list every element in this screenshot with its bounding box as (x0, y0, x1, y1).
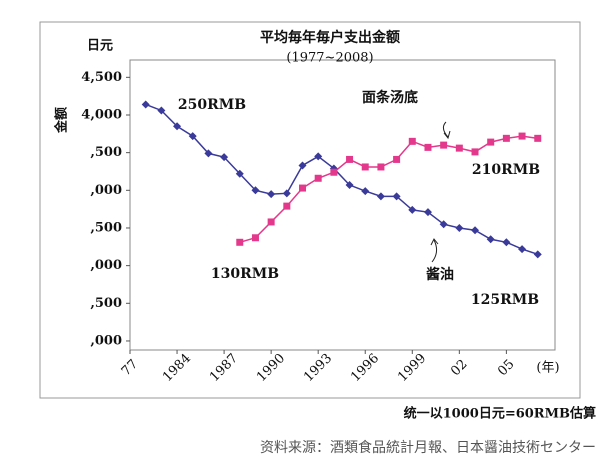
marker (533, 250, 542, 259)
source: 资料来源：酒類食品統計月報、日本醤油技術センター (260, 439, 596, 456)
marker (440, 141, 448, 149)
marker (502, 134, 510, 142)
marker (188, 132, 197, 141)
annotation: 250RMB (178, 97, 246, 113)
y-axis-label: 金额 (54, 107, 70, 134)
series-line (145, 103, 538, 256)
x-tick-label: 1999 (395, 351, 429, 385)
marker (283, 202, 291, 210)
marker (251, 186, 260, 195)
y-tick-label: ,000 (90, 258, 122, 273)
series-label: 酱油 (426, 266, 454, 283)
x-tick-label: 05 (495, 357, 517, 379)
series-label: 面条汤底 (362, 89, 418, 106)
marker (220, 153, 229, 162)
marker (330, 168, 338, 176)
marker (408, 137, 416, 145)
marker (455, 144, 463, 152)
marker (377, 163, 385, 171)
marker (455, 223, 464, 232)
marker (487, 138, 495, 146)
marker (173, 122, 182, 131)
y-tick-label: ,500 (90, 220, 122, 235)
note: 统一以1000日元=60RMB估算 (404, 406, 596, 422)
marker (392, 192, 401, 201)
y-tick-label: ,000 (90, 333, 122, 348)
marker (346, 155, 354, 163)
x-tick-label: 1984 (160, 351, 194, 385)
marker (361, 187, 370, 196)
x-tick-label: 1993 (301, 351, 335, 385)
marker (471, 148, 479, 156)
annotation: 125RMB (471, 292, 539, 308)
x-axis-label: (年) (536, 361, 559, 376)
annotation: 210RMB (472, 162, 540, 178)
plot-frame (129, 59, 556, 351)
arrow-head (443, 130, 451, 140)
marker (314, 152, 323, 161)
marker (141, 100, 150, 109)
marker (236, 238, 244, 246)
marker (204, 149, 213, 158)
y-tick-label: 4,500 (81, 70, 122, 85)
marker (298, 161, 307, 170)
marker (439, 220, 448, 229)
marker (157, 106, 166, 115)
marker (314, 174, 322, 182)
chart-frame (39, 21, 581, 399)
series-line (239, 135, 538, 244)
arrow (442, 121, 449, 138)
x-tick-label: 1996 (348, 351, 382, 385)
marker (267, 218, 275, 226)
x-tick-label: 1987 (207, 351, 241, 385)
marker (361, 163, 369, 171)
x-tick-label: 02 (448, 357, 470, 379)
marker (251, 234, 259, 242)
chart-subtitle: (1977~2008) (286, 51, 373, 66)
y-tick-label: ,000 (90, 183, 122, 198)
annotation: 130RMB (211, 266, 279, 282)
marker (424, 143, 432, 151)
y-tick-label: 4,000 (81, 107, 122, 122)
arrow (431, 239, 438, 263)
marker (471, 226, 480, 235)
marker (235, 169, 244, 178)
marker (486, 235, 495, 244)
marker (267, 190, 276, 199)
marker (393, 155, 401, 163)
x-tick-label: 77 (119, 357, 141, 379)
marker (376, 192, 385, 201)
y-tick-label: ,500 (90, 145, 122, 160)
marker (408, 205, 417, 214)
arrow-head (430, 238, 439, 246)
marker (502, 238, 511, 247)
y-unit: 日元 (87, 39, 113, 54)
marker (282, 189, 291, 198)
marker (345, 181, 354, 190)
marker (518, 132, 526, 140)
marker (518, 245, 527, 254)
chart-title: 平均毎年毎户支出金额 (260, 29, 400, 46)
y-tick-label: ,500 (90, 296, 122, 311)
marker (534, 134, 542, 142)
x-tick-label: 1990 (254, 351, 288, 385)
marker (299, 184, 307, 192)
marker (423, 208, 432, 217)
